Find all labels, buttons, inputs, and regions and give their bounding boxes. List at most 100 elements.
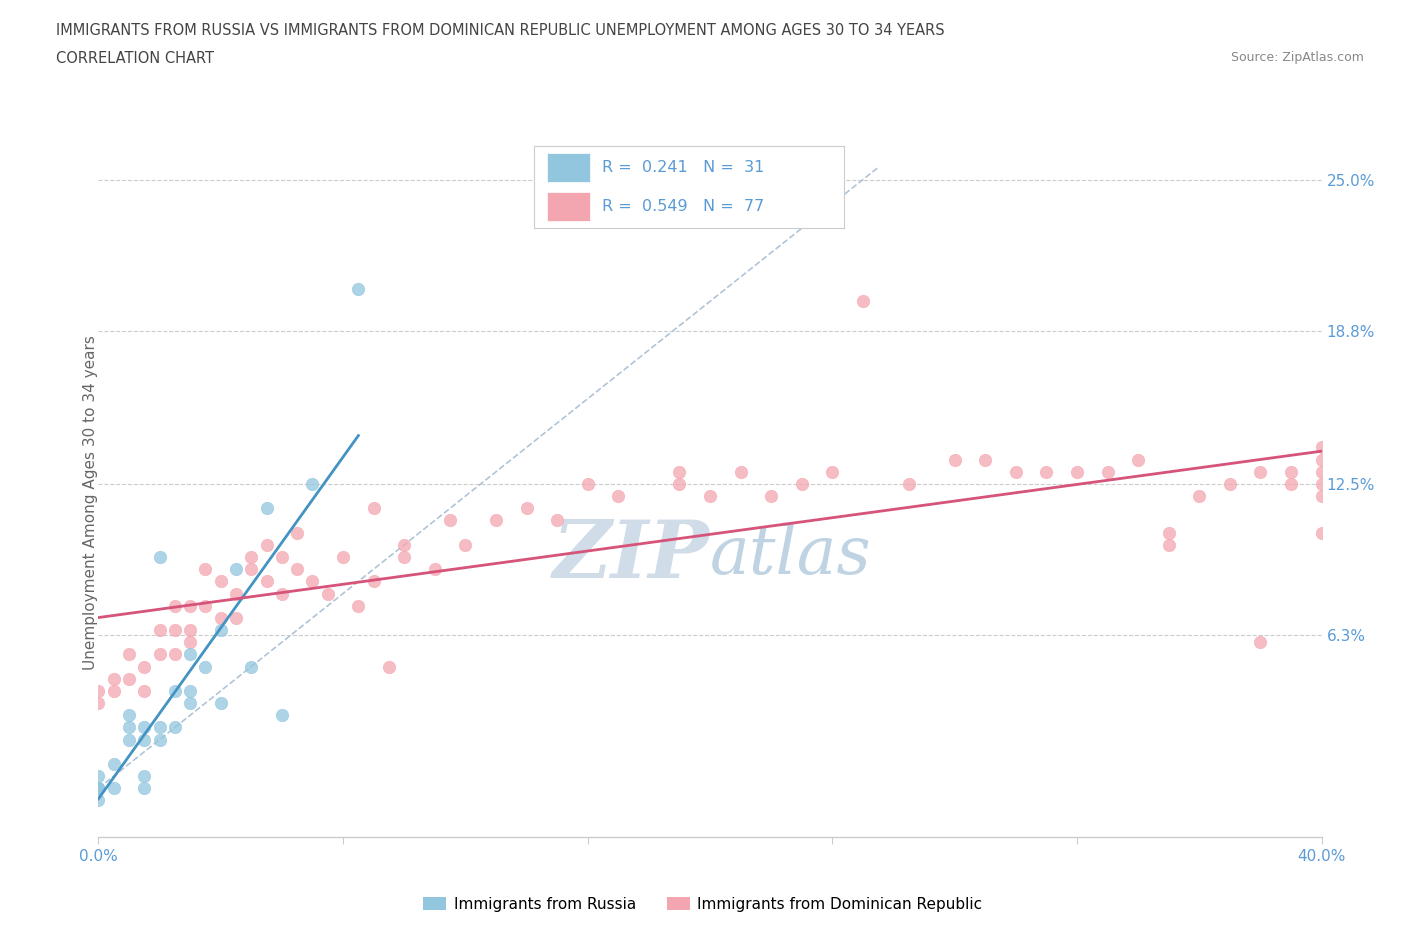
Point bbox=[1128, 452, 1150, 467]
Point bbox=[87, 781, 110, 796]
Point bbox=[516, 501, 538, 516]
Point bbox=[163, 720, 186, 735]
Point bbox=[1249, 464, 1271, 479]
Point bbox=[1157, 538, 1180, 552]
Point bbox=[1188, 488, 1211, 503]
Text: Source: ZipAtlas.com: Source: ZipAtlas.com bbox=[1230, 51, 1364, 64]
Text: R =  0.549   N =  77: R = 0.549 N = 77 bbox=[602, 199, 765, 214]
Point bbox=[301, 476, 323, 491]
Point bbox=[423, 562, 446, 577]
Point bbox=[240, 562, 263, 577]
Point bbox=[179, 684, 201, 698]
Point bbox=[149, 622, 172, 637]
Point bbox=[209, 622, 232, 637]
Point bbox=[1219, 476, 1241, 491]
Point bbox=[1035, 464, 1057, 479]
Point bbox=[576, 476, 599, 491]
Point bbox=[118, 720, 141, 735]
Point bbox=[392, 538, 416, 552]
Point bbox=[194, 562, 217, 577]
Point bbox=[454, 538, 477, 552]
Point bbox=[897, 476, 920, 491]
Point bbox=[974, 452, 997, 467]
Point bbox=[225, 562, 247, 577]
Point bbox=[103, 684, 125, 698]
Point bbox=[332, 550, 354, 565]
Point bbox=[270, 708, 292, 723]
Point bbox=[1097, 464, 1119, 479]
Point bbox=[134, 769, 156, 784]
Point bbox=[378, 659, 401, 674]
Point bbox=[1310, 476, 1333, 491]
Point bbox=[149, 720, 172, 735]
Point bbox=[730, 464, 752, 479]
Point bbox=[179, 696, 201, 711]
Point bbox=[179, 635, 201, 650]
Point bbox=[103, 671, 125, 686]
Point bbox=[1004, 464, 1026, 479]
Point bbox=[163, 647, 186, 662]
Point bbox=[256, 501, 278, 516]
Point bbox=[392, 550, 416, 565]
Text: R =  0.241   N =  31: R = 0.241 N = 31 bbox=[602, 160, 765, 175]
Point bbox=[134, 659, 156, 674]
Point bbox=[256, 538, 278, 552]
Point bbox=[439, 513, 461, 528]
Point bbox=[1279, 464, 1302, 479]
Text: ZIP: ZIP bbox=[553, 517, 710, 594]
Point bbox=[225, 610, 247, 625]
Point bbox=[87, 684, 110, 698]
Point bbox=[225, 586, 247, 601]
Point bbox=[149, 550, 172, 565]
Point bbox=[1249, 635, 1271, 650]
Text: CORRELATION CHART: CORRELATION CHART bbox=[56, 51, 214, 66]
Point bbox=[134, 684, 156, 698]
Point bbox=[347, 282, 370, 297]
Point bbox=[943, 452, 966, 467]
Point bbox=[270, 550, 292, 565]
Point bbox=[134, 781, 156, 796]
Point bbox=[790, 476, 813, 491]
Point bbox=[285, 525, 308, 540]
Point bbox=[149, 647, 172, 662]
Point bbox=[118, 647, 141, 662]
Point bbox=[163, 622, 186, 637]
Bar bbox=[547, 192, 591, 221]
Point bbox=[134, 720, 156, 735]
Bar bbox=[547, 153, 591, 182]
Point bbox=[668, 464, 690, 479]
Point bbox=[194, 598, 217, 613]
Point bbox=[607, 488, 630, 503]
Point bbox=[179, 598, 201, 613]
Point bbox=[103, 756, 125, 771]
Point bbox=[1310, 452, 1333, 467]
Point bbox=[1279, 476, 1302, 491]
Point bbox=[1157, 525, 1180, 540]
Point bbox=[285, 562, 308, 577]
Point bbox=[821, 464, 844, 479]
Point bbox=[209, 610, 232, 625]
Point bbox=[179, 622, 201, 637]
Point bbox=[134, 732, 156, 747]
Point bbox=[1066, 464, 1088, 479]
Point bbox=[270, 586, 292, 601]
Point bbox=[87, 793, 110, 808]
Point bbox=[87, 769, 110, 784]
Point bbox=[163, 598, 186, 613]
Text: atlas: atlas bbox=[710, 524, 872, 589]
Point bbox=[103, 781, 125, 796]
Point bbox=[485, 513, 508, 528]
Point bbox=[179, 647, 201, 662]
Point bbox=[546, 513, 568, 528]
Point bbox=[163, 684, 186, 698]
Y-axis label: Unemployment Among Ages 30 to 34 years: Unemployment Among Ages 30 to 34 years bbox=[83, 335, 97, 670]
Point bbox=[87, 781, 110, 796]
Point bbox=[256, 574, 278, 589]
Point bbox=[301, 574, 323, 589]
Point bbox=[316, 586, 339, 601]
Point bbox=[209, 574, 232, 589]
Point bbox=[240, 550, 263, 565]
Point bbox=[118, 732, 141, 747]
Point bbox=[1310, 440, 1333, 455]
Point bbox=[118, 671, 141, 686]
